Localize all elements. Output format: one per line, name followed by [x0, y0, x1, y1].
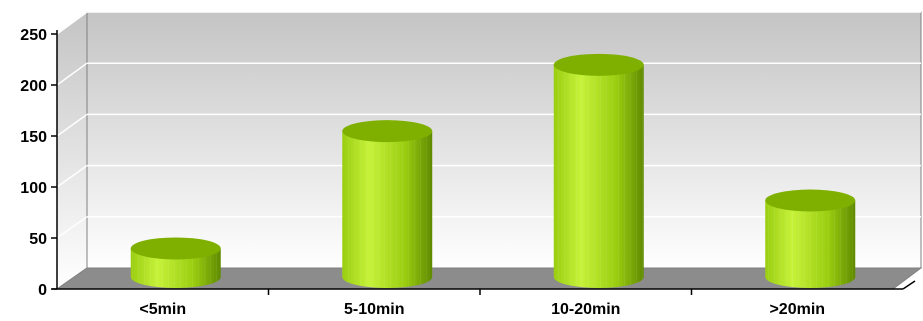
x-tick-label: 5-10min: [344, 301, 404, 318]
x-tick-label: 10-20min: [551, 301, 620, 318]
x-tick-label: >20min: [769, 301, 825, 318]
y-tick: 200: [20, 78, 57, 95]
y-tick-label: 0: [38, 282, 47, 299]
bar: [553, 53, 644, 288]
bars: [130, 53, 856, 288]
gridline: [56, 62, 921, 86]
y-tick: 250: [20, 27, 57, 44]
gridline: [56, 164, 921, 188]
y-tick-label: 150: [20, 129, 47, 146]
chart-side-wall: [56, 11, 88, 290]
y-tick-label: 50: [29, 231, 47, 248]
x-tick-label: <5min: [139, 301, 186, 318]
y-axis-ticks: 0 50 100 150 200 250: [20, 27, 57, 299]
x-axis-end: [902, 280, 916, 290]
bar: [130, 237, 221, 288]
y-tick-label: 100: [20, 180, 47, 197]
x-axis-ticks: <5min 5-10min 10-20min >20min: [139, 280, 916, 318]
bar: [342, 120, 433, 288]
y-tick: 50: [29, 231, 57, 248]
gridline: [56, 113, 921, 137]
y-tick: 150: [20, 129, 57, 146]
y-tick: 0: [38, 282, 57, 299]
bar: [765, 189, 856, 288]
y-tick-label: 200: [20, 78, 47, 95]
y-tick: 100: [20, 180, 57, 197]
y-tick-label: 250: [20, 27, 47, 44]
gridline: [56, 11, 921, 35]
